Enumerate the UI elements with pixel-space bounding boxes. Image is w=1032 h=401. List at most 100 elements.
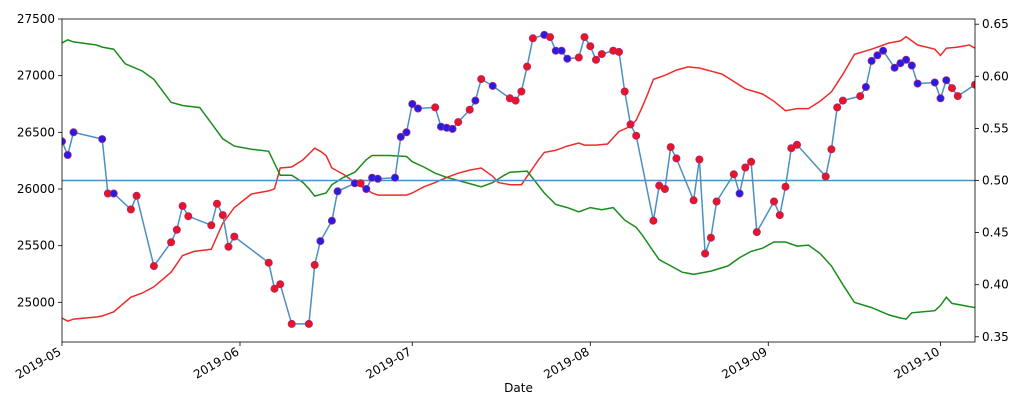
- price-point-down: [270, 284, 279, 293]
- y-left-tick-label: 27000: [17, 69, 55, 83]
- price-point-down: [827, 145, 836, 154]
- price-point-up: [316, 237, 325, 246]
- y-right-tick-label: 0.60: [982, 69, 1009, 83]
- y-left-tick-label: 25500: [17, 239, 55, 253]
- price-point-up: [408, 100, 417, 109]
- price-point-down: [276, 280, 285, 289]
- price-point-down: [597, 50, 606, 59]
- price-point-down: [632, 131, 641, 140]
- price-point-down: [592, 55, 601, 64]
- price-point-up: [413, 104, 422, 113]
- price-point-up: [936, 94, 945, 103]
- price-point-up: [402, 128, 411, 137]
- price-point-down: [666, 143, 675, 152]
- price-point-down: [528, 34, 537, 43]
- price-point-up: [471, 96, 480, 105]
- price-point-down: [747, 157, 756, 166]
- price-point-down: [431, 103, 440, 112]
- price-point-down: [695, 155, 704, 164]
- price-point-up: [930, 78, 939, 87]
- price-point-down: [752, 228, 761, 237]
- price-point-down: [224, 242, 233, 251]
- price-point-up: [879, 46, 888, 55]
- price-point-down: [712, 197, 721, 206]
- price-point-down: [701, 249, 710, 258]
- price-point-up: [373, 174, 382, 183]
- price-point-down: [580, 33, 589, 42]
- price-point-down: [523, 62, 532, 71]
- price-point-down: [729, 170, 738, 179]
- price-point-down: [781, 182, 790, 191]
- price-point-down: [620, 87, 629, 96]
- price-point-up: [362, 184, 371, 193]
- y-left-tick-label: 27500: [17, 12, 55, 26]
- price-point-down: [838, 96, 847, 105]
- price-point-down: [310, 260, 319, 269]
- price-point-down: [948, 84, 957, 93]
- price-point-down: [230, 232, 239, 241]
- price-point-down: [356, 179, 365, 188]
- price-point-down: [741, 163, 750, 172]
- price-point-up: [735, 189, 744, 198]
- x-axis-title: Date: [504, 381, 533, 395]
- price-point-down: [465, 105, 474, 114]
- price-point-up: [327, 216, 336, 225]
- price-point-down: [184, 212, 193, 221]
- price-point-up: [861, 83, 870, 92]
- price-point-up: [390, 173, 399, 182]
- price-point-down: [660, 184, 669, 193]
- price-point-down: [304, 319, 313, 328]
- price-point-down: [207, 221, 216, 230]
- price-point-down: [971, 80, 975, 89]
- price-point-down: [649, 216, 658, 225]
- price-point-down: [615, 47, 624, 56]
- price-point-up: [448, 124, 457, 133]
- price-point-down: [546, 33, 555, 42]
- price-point-up: [69, 128, 78, 137]
- price-point-down: [264, 258, 273, 267]
- price-point-down: [953, 92, 962, 101]
- y-right-tick-label: 0.45: [982, 226, 1009, 240]
- y-right-tick-label: 0.35: [982, 330, 1009, 344]
- price-point-up: [873, 51, 882, 60]
- y-left-tick-label: 26500: [17, 125, 55, 139]
- y-right-tick-label: 0.65: [982, 17, 1009, 31]
- y-right-tick-label: 0.55: [982, 121, 1009, 135]
- price-point-down: [706, 233, 715, 242]
- y-right-tick-label: 0.40: [982, 278, 1009, 292]
- price-point-up: [942, 76, 951, 85]
- price-point-down: [477, 75, 486, 84]
- price-point-down: [149, 262, 158, 271]
- price-point-up: [902, 55, 911, 64]
- price-point-up: [907, 61, 916, 70]
- price-point-down: [775, 211, 784, 220]
- green-series-line: [62, 38, 975, 320]
- price-point-up: [488, 81, 497, 90]
- plot-area: [62, 30, 975, 328]
- price-point-down: [586, 42, 595, 51]
- price-point-up: [98, 135, 107, 144]
- price-point-down: [574, 53, 583, 62]
- price-point-down: [833, 103, 842, 112]
- price-point-up: [913, 79, 922, 88]
- price-point-down: [517, 87, 526, 96]
- price-point-up: [333, 187, 342, 196]
- price-point-up: [109, 189, 118, 198]
- price-point-down: [672, 154, 681, 163]
- price-point-down: [511, 96, 520, 105]
- price-point-up: [396, 132, 405, 141]
- price-point-down: [126, 205, 135, 214]
- price-point-down: [793, 140, 802, 149]
- y-left-tick-label: 25000: [17, 295, 55, 309]
- price-point-down: [178, 201, 187, 210]
- price-point-down: [770, 197, 779, 206]
- price-point-up: [557, 46, 566, 55]
- price-point-down: [212, 199, 221, 208]
- price-point-down: [856, 92, 865, 101]
- red-series-line: [62, 35, 975, 323]
- price-point-up: [890, 63, 899, 72]
- price-point-up: [63, 150, 72, 159]
- price-point-down: [132, 191, 141, 200]
